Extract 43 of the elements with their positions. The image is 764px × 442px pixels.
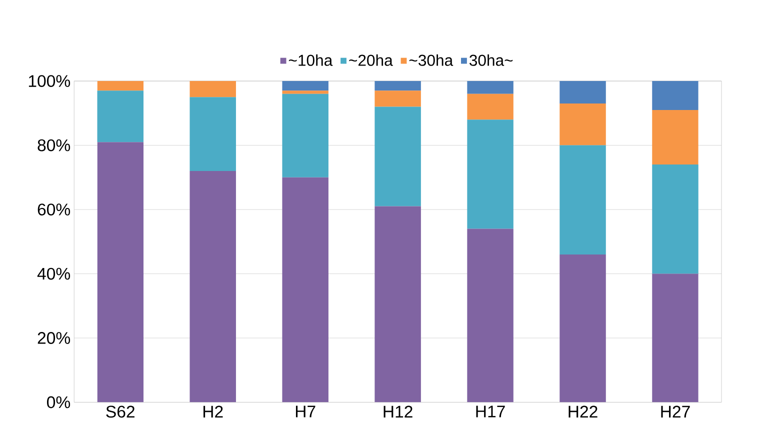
x-tick-label: H22 [568, 406, 598, 418]
y-tick-label: 20% [38, 332, 70, 344]
bar [560, 145, 606, 255]
bar [467, 81, 514, 94]
y-tick-label: 100% [28, 75, 70, 88]
bar [560, 81, 606, 104]
x-tick-label: H12 [384, 406, 412, 418]
x-tick-label: H2 [203, 406, 223, 418]
legend-label: ~20ha [349, 54, 393, 66]
bar [190, 97, 236, 172]
bar [190, 81, 236, 98]
bar [282, 94, 328, 178]
bar [282, 90, 328, 94]
bar [467, 120, 514, 229]
bar [282, 178, 328, 402]
bar [467, 94, 514, 120]
legend-label: ~30ha [409, 54, 454, 66]
bar [560, 104, 606, 146]
bar [652, 164, 698, 274]
bar [652, 274, 698, 402]
bar [652, 81, 698, 110]
x-tick-label: S62 [106, 406, 134, 418]
bar [467, 228, 514, 402]
bar [374, 106, 421, 206]
x-tick-label: H17 [476, 406, 505, 418]
bar [560, 254, 606, 402]
y-tick-label: 0% [47, 396, 70, 408]
x-tick-label: H27 [661, 406, 690, 418]
bar [374, 81, 421, 91]
y-tick-label: 80% [38, 139, 70, 152]
bar [97, 142, 144, 402]
bar [374, 90, 421, 107]
bar [97, 90, 144, 142]
legend-label: 30ha~ [470, 54, 513, 66]
bar [190, 171, 236, 402]
bar [652, 110, 698, 165]
y-tick-label: 60% [38, 204, 70, 216]
legend-label: ~10ha [288, 54, 333, 66]
bar [97, 81, 144, 91]
bar [374, 206, 421, 402]
x-tick-label: H7 [296, 406, 316, 418]
y-tick-label: 40% [37, 268, 70, 280]
bar [282, 81, 328, 91]
